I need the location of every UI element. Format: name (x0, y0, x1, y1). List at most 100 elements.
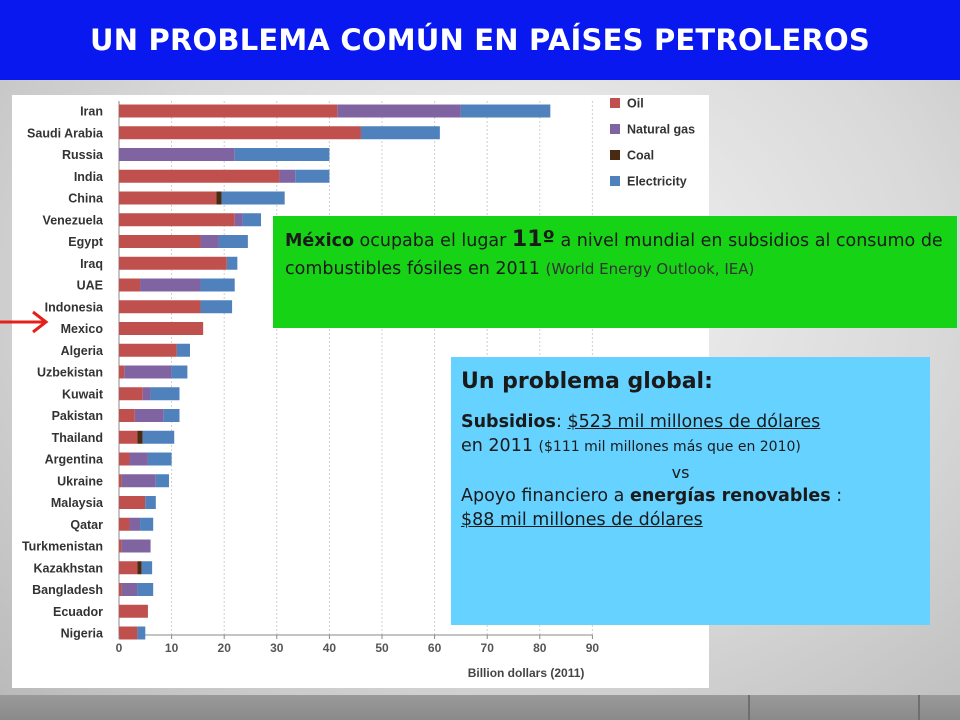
mexico-source: (World Energy Outlook, IEA) (545, 260, 755, 278)
bar-segment (200, 278, 235, 292)
bar-segment (119, 191, 217, 205)
category-label: Argentina (45, 453, 104, 467)
bar-segment (119, 430, 138, 444)
bar-segment (121, 583, 138, 596)
x-tick-label: 80 (533, 641, 547, 655)
legend-swatch (610, 98, 620, 108)
support-text: Apoyo financiero a (461, 486, 630, 506)
bar-segment (142, 430, 175, 444)
bar-segment (124, 365, 172, 379)
category-label: Venezuela (43, 213, 104, 227)
bar-segment (119, 365, 125, 379)
bar-segment (119, 583, 122, 596)
bar-segment (119, 256, 227, 270)
support-value: $88 mil millones de dólares (461, 510, 703, 530)
bar-segment (137, 583, 154, 596)
legend-label: Oil (627, 97, 644, 111)
x-tick-label: 90 (586, 641, 600, 655)
legend-swatch (610, 176, 620, 186)
x-tick-label: 60 (428, 641, 442, 655)
legend-label: Coal (627, 149, 654, 163)
bar-segment (200, 235, 219, 248)
bar-segment (119, 300, 201, 314)
mexico-callout: México ocupaba el lugar 11º a nivel mund… (273, 216, 957, 328)
bar-segment (137, 430, 143, 444)
category-label: Egypt (68, 235, 104, 249)
highlight-arrow-icon (0, 310, 49, 334)
bar-segment (337, 104, 461, 118)
bar-segment (119, 322, 204, 335)
category-label: Pakistan (52, 409, 103, 423)
bar-segment (119, 474, 122, 488)
category-label: Qatar (70, 518, 103, 532)
x-tick-label: 0 (116, 641, 123, 655)
bar-segment (119, 409, 135, 422)
slide-title: UN PROBLEMA COMÚN EN PAÍSES PETROLEROS (90, 23, 870, 57)
bar-segment (119, 604, 148, 618)
bottom-strip-segment (918, 695, 960, 720)
bar-segment (119, 278, 141, 292)
legend-label: Natural gas (627, 123, 695, 137)
year-note: ($111 mil millones más que en 2010) (538, 439, 801, 455)
category-label: Malaysia (51, 496, 104, 510)
bar-segment (145, 496, 156, 509)
category-label: India (74, 170, 104, 184)
bar-segment (119, 126, 361, 140)
bar-segment (137, 561, 142, 575)
vs-label: vs (671, 463, 690, 482)
x-tick-label: 30 (270, 641, 284, 655)
bar-segment (216, 191, 222, 205)
bar-segment (134, 409, 164, 422)
bar-segment (141, 561, 153, 575)
bar-segment (279, 169, 296, 183)
category-label: Nigeria (61, 627, 104, 641)
x-tick-label: 70 (481, 641, 495, 655)
bar-segment (119, 343, 177, 357)
category-label: Turkmenistan (22, 540, 103, 554)
bar-segment (176, 343, 191, 357)
bar-segment (360, 126, 440, 140)
category-label: Indonesia (45, 300, 104, 314)
x-tick-label: 10 (165, 641, 179, 655)
legend-label: Electricity (627, 175, 687, 189)
bar-segment (163, 409, 180, 422)
bar-segment (119, 104, 338, 118)
bar-segment (140, 278, 201, 292)
x-tick-label: 40 (323, 641, 337, 655)
support-colon: : (830, 486, 843, 506)
support-bold: energías renovables (629, 486, 831, 506)
bar-segment (140, 517, 154, 531)
category-label: Bangladesh (32, 583, 103, 597)
category-label: UAE (77, 279, 103, 293)
bar-segment (119, 626, 138, 640)
bottom-strip (0, 695, 960, 720)
category-label: Ukraine (57, 474, 103, 488)
category-label: Mexico (61, 322, 104, 336)
bar-segment (121, 539, 151, 553)
subsidies-bar-chart: Iran Saudi Arabia Russia India China Venezuel… (22, 97, 695, 681)
subsidies-colon: : (555, 412, 568, 432)
subsidies-line: Subsidios: $523 mil millones de dólares (461, 410, 920, 434)
bar-segment (119, 561, 138, 575)
title-bar: UN PROBLEMA COMÚN EN PAÍSES PETROLEROS (0, 0, 960, 80)
category-label: China (68, 192, 104, 206)
year-line: en 2011 ($111 mil millones más que en 20… (461, 434, 920, 459)
category-label: Saudi Arabia (27, 126, 104, 140)
category-label: Iran (80, 105, 103, 119)
subsidies-label: Subsidios (461, 412, 556, 432)
bar-segment (129, 452, 148, 466)
bottom-strip-segment (748, 695, 918, 720)
bar-segment (234, 213, 243, 227)
bar-segment (119, 148, 235, 161)
bar-segment (295, 169, 330, 183)
bar-segment (460, 104, 551, 118)
bar-segment (147, 452, 172, 466)
year-text: en 2011 (461, 436, 533, 456)
category-label: Ecuador (53, 605, 103, 619)
bar-segment (119, 496, 146, 509)
bar-segment (226, 256, 238, 270)
bar-segment (234, 148, 330, 161)
bar-segment (119, 213, 235, 227)
bar-segment (155, 474, 169, 488)
category-label: Kuwait (62, 387, 104, 401)
